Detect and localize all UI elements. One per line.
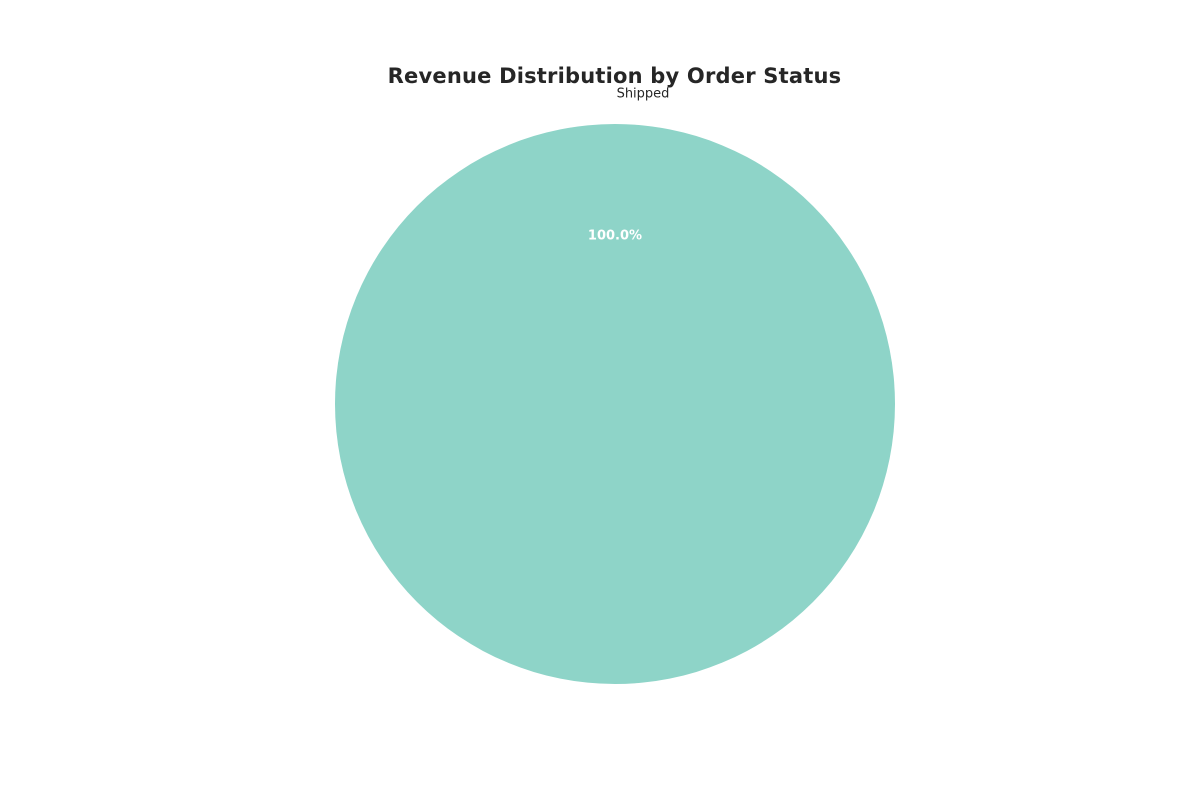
slice-category-label: Shipped [617, 87, 670, 102]
slice-percent-label: 100.0% [588, 229, 642, 244]
chart-title: Revenue Distribution by Order Status [387, 64, 842, 88]
pie-slice-shipped [335, 124, 895, 684]
